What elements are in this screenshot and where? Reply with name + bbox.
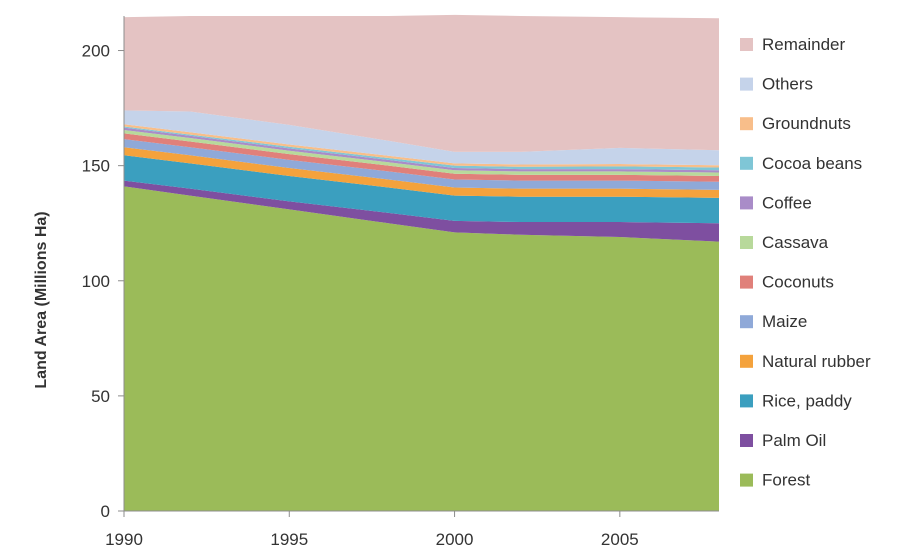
legend-label: Natural rubber xyxy=(762,352,871,371)
legend-item-others: Others xyxy=(740,75,813,94)
legend-swatch xyxy=(740,473,753,487)
legend-item-cassava: Cassava xyxy=(740,233,829,252)
y-tick-label: 0 xyxy=(101,502,110,521)
legend-swatch xyxy=(740,354,753,368)
legend-item-groundnuts: Groundnuts xyxy=(740,114,851,133)
x-tick-label: 2005 xyxy=(601,530,639,549)
x-tick-label: 1995 xyxy=(270,530,308,549)
area-series-rice-paddy xyxy=(124,155,719,224)
area-series-natural-rubber xyxy=(124,147,719,198)
legend-label: Maize xyxy=(762,312,807,331)
legend-item-coffee: Coffee xyxy=(740,193,812,212)
legend-swatch xyxy=(740,236,753,249)
legend-item-rice-paddy: Rice, paddy xyxy=(740,391,852,410)
area-series-coconuts xyxy=(124,133,719,182)
axes-group: 0 50 100 150 200 1990 1995 2000 2005 xyxy=(82,16,719,549)
legend-swatch xyxy=(740,156,753,170)
area-series-remainder xyxy=(124,14,719,152)
legend-label: Remainder xyxy=(762,35,845,54)
legend-swatch xyxy=(740,394,753,408)
legend-label: Coconuts xyxy=(762,273,834,292)
legend-item-maize: Maize xyxy=(740,312,807,331)
legend-swatch xyxy=(740,275,753,289)
legend-label: Rice, paddy xyxy=(762,391,852,410)
y-tick-label: 50 xyxy=(91,387,110,406)
legend-swatch xyxy=(740,196,753,210)
legend-label: Groundnuts xyxy=(762,114,851,133)
y-axis-title: Land Area (Millions Ha) xyxy=(33,211,50,388)
legend-label: Palm Oil xyxy=(762,431,826,450)
area-series-group xyxy=(124,14,719,511)
y-tick-label: 150 xyxy=(82,157,110,176)
legend-swatch xyxy=(740,315,753,329)
x-tick-label: 1990 xyxy=(105,530,143,549)
legend-swatch xyxy=(740,434,753,447)
area-series-forest xyxy=(124,186,719,511)
legend-label: Cassava xyxy=(762,233,829,252)
area-series-palm-oil xyxy=(124,180,719,242)
area-series-others xyxy=(124,110,719,166)
legend-label: Coffee xyxy=(762,193,812,212)
x-tick-label: 2000 xyxy=(436,530,474,549)
y-tick-label: 200 xyxy=(82,42,110,61)
legend-item-forest: Forest xyxy=(740,471,810,490)
legend-label: Others xyxy=(762,75,813,94)
legend-swatch xyxy=(740,77,753,91)
legend-swatch xyxy=(740,117,753,131)
legend: Remainder Others Groundnuts Cocoa beans Coff… xyxy=(740,35,871,490)
legend-label: Forest xyxy=(762,471,810,490)
legend-item-palm-oil: Palm Oil xyxy=(740,431,826,450)
legend-item-cocoa-beans: Cocoa beans xyxy=(740,154,862,173)
legend-item-coconuts: Coconuts xyxy=(740,273,834,292)
legend-item-natural-rubber: Natural rubber xyxy=(740,352,871,371)
legend-swatch xyxy=(740,38,753,51)
y-tick-label: 100 xyxy=(82,272,110,291)
legend-label: Cocoa beans xyxy=(762,154,862,173)
area-series-maize xyxy=(124,139,719,190)
legend-item-remainder: Remainder xyxy=(740,35,845,54)
area-series-cassava xyxy=(124,129,719,177)
